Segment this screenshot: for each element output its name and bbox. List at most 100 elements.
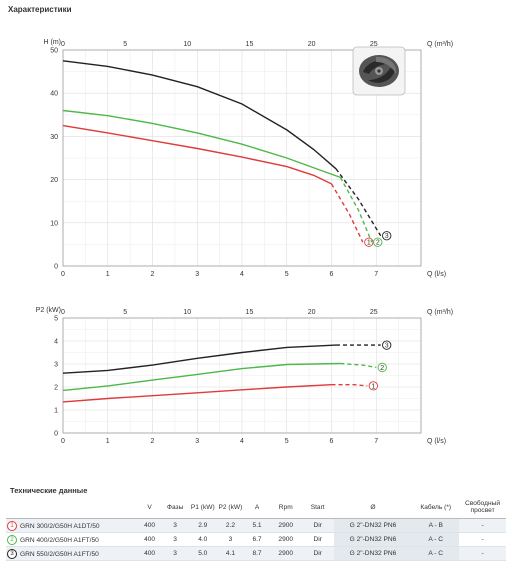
c1-series-marker-2 [377, 362, 387, 373]
c1-series-marker-label: 2 [380, 365, 384, 372]
c0-plot-frame [62, 49, 422, 267]
cell-rpm: 2900 [278, 536, 294, 543]
c1-x-axis-label: Q (l/s) [427, 438, 446, 445]
c0-series-marker-1 [364, 237, 374, 247]
curve-number-badge: 2 [7, 534, 17, 545]
cell-connection: G 2"-DN32 PN6 [333, 546, 413, 561]
c1-y-axis-label: P2 (kW) [36, 307, 61, 314]
c0-x-tick-label: 6 [330, 271, 334, 278]
c1-series-line-1 [62, 384, 332, 403]
table-header-cell: Ø [370, 503, 376, 511]
c1-x-top-tick-label: 0 [61, 309, 65, 316]
c1-x-top-tick-label: 5 [123, 309, 127, 316]
table-body: 1 GRN 300/2/G50H A1DT/50 400 3 2.9 2.2 5.1 2900… [6, 518, 506, 561]
section-title: Характеристики [8, 5, 72, 14]
c1-x-top-tick-label: 25 [370, 309, 378, 316]
c1-series-marker-3 [382, 340, 392, 350]
table-header-cell: P1 (kW) [190, 503, 215, 511]
cell-cable: A - C [412, 532, 460, 547]
model-cell: 3 GRN 550/2/G50H A1FT/50 [6, 547, 138, 561]
c1-x-tick-label: 5 [285, 438, 289, 445]
c0-series-marker-label: 1 [367, 240, 371, 247]
c0-x-tick-label: 2 [151, 271, 155, 278]
cell-p2: 3 [228, 536, 233, 543]
c1-x-tick-label: 3 [195, 438, 199, 445]
c0-x-tick-label: 0 [61, 271, 65, 278]
c1-series-dash-2 [340, 362, 377, 369]
c1-series-line-2 [62, 362, 341, 392]
cell-p1: 4.0 [198, 536, 208, 543]
model-cell: 2 GRN 400/2/G50H A1FT/50 [6, 533, 138, 547]
c0-y-tick-label: 30 [50, 134, 58, 141]
c0-series-marker-label: 3 [385, 233, 389, 240]
table-row: 1 GRN 300/2/G50H A1DT/50 400 3 2.9 2.2 5.1 2900… [6, 518, 506, 533]
c1-x-top-tick-label: 15 [246, 309, 254, 316]
cell-connection: G 2"-DN32 PN6 [333, 532, 413, 547]
c0-x-tick-label: 7 [374, 271, 378, 278]
curve-number-badge: 1 [7, 520, 17, 531]
table-title: Технические данные [10, 486, 88, 495]
table-header-cell: V [147, 503, 152, 511]
c0-series-marker-label: 2 [376, 240, 380, 247]
c1-series-marker-1 [368, 381, 378, 391]
cell-p2: 4.1 [225, 550, 236, 557]
cell-v: 400 [144, 522, 156, 529]
cell-rpm: 2900 [278, 522, 294, 529]
c1-series-marker-label: 1 [371, 383, 375, 390]
cell-a: 5.1 [252, 522, 262, 529]
c1-x-top-tick-label: 20 [308, 309, 316, 316]
c0-x-top-tick-label: 5 [123, 41, 127, 48]
c0-y-tick-label: 40 [50, 91, 58, 98]
cell-p2: 2.2 [225, 522, 236, 529]
cell-phases: 3 [173, 536, 177, 543]
c1-y-tick-label: 5 [54, 316, 58, 323]
c1-x-tick-label: 2 [151, 438, 155, 445]
table-row: 3 GRN 550/2/G50H A1FT/50 400 3 5.0 4.1 8.7 2900… [6, 546, 506, 561]
cell-a: 8.7 [252, 550, 262, 557]
c0-series-line-2 [62, 109, 341, 179]
c0-x-top-tick-label: 0 [61, 41, 65, 48]
c1-y-tick-label: 3 [54, 362, 58, 369]
curve-number-badge: 3 [7, 548, 17, 559]
cell-cable: A - C [412, 546, 460, 561]
c0-y-tick-label: 10 [50, 220, 58, 227]
cell-p1: 2.9 [198, 522, 208, 529]
c0-y-axis-label: H (m) [44, 39, 62, 46]
cell-a: 6.7 [252, 536, 262, 543]
cell-start: Dir [313, 522, 322, 529]
c1-x-tick-label: 1 [106, 438, 110, 445]
cell-clearance: - [481, 550, 484, 557]
c1-x-tick-label: 7 [374, 438, 378, 445]
c0-x-top-tick-label: 20 [308, 41, 316, 48]
cell-start: Dir [313, 536, 322, 543]
c0-x-top-tick-label: 15 [246, 41, 254, 48]
c0-series-line-1 [62, 124, 332, 185]
c1-y-tick-label: 0 [54, 431, 58, 438]
table-row: 2 GRN 400/2/G50H A1FT/50 400 3 4.0 3 6.7 2900 Di… [6, 532, 506, 547]
cell-rpm: 2900 [278, 550, 294, 557]
table-header-cell: P2 (kW) [218, 503, 243, 511]
table-header-cell: A [254, 503, 260, 511]
c1-plot-frame [62, 317, 422, 434]
c0-x-tick-label: 1 [106, 271, 110, 278]
c0-series-dash-3 [335, 168, 382, 237]
cell-clearance: - [481, 536, 484, 543]
cell-connection: G 2"-DN32 PN6 [333, 518, 413, 533]
table-header-cell: Start [310, 503, 325, 511]
c0-series-marker-3 [382, 231, 392, 241]
c0-series-marker-2 [373, 237, 383, 247]
c1-series-dash-1 [331, 384, 368, 387]
c0-series-dash-1 [330, 183, 364, 243]
c1-x-tick-label: 0 [61, 438, 65, 445]
c0-series-line-3 [62, 60, 337, 170]
c0-series-dash-2 [339, 177, 373, 243]
c1-x-tick-label: 4 [240, 438, 244, 445]
cell-clearance: - [481, 522, 484, 529]
cell-v: 400 [144, 536, 156, 543]
cell-phases: 3 [173, 550, 177, 557]
c1-series-marker-label: 3 [385, 343, 389, 350]
table-header-cell [6, 496, 138, 519]
cell-p1: 5.0 [198, 550, 208, 557]
c1-x-top-axis-label: Q (m³/h) [427, 309, 453, 316]
